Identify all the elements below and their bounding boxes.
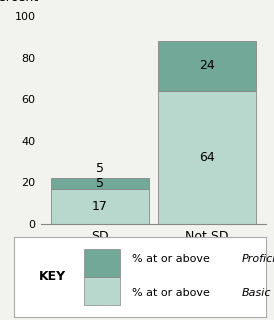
Bar [158,91,256,224]
Text: 5: 5 [96,177,104,190]
Bar [84,277,119,305]
Text: 5: 5 [96,162,104,175]
Bar [158,41,256,91]
Bar [51,178,149,188]
Text: Basic: Basic [242,288,271,298]
Text: % at or above: % at or above [132,288,213,298]
Bar [51,188,149,224]
Text: % at or above: % at or above [132,254,213,264]
Text: 64: 64 [199,151,215,164]
Text: Proficient: Proficient [242,254,274,264]
Text: Percent: Percent [0,0,39,4]
Bar [84,249,119,277]
Text: 17: 17 [92,200,108,213]
Text: KEY: KEY [39,270,66,283]
Text: 24: 24 [199,60,215,72]
